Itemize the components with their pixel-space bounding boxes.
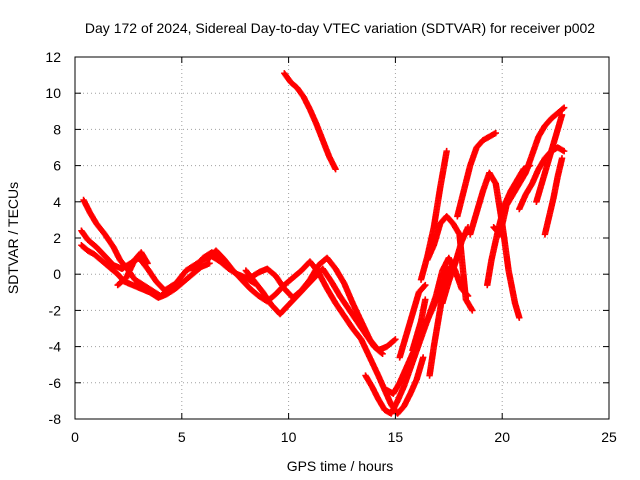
y-tick-label: -4 <box>49 339 62 355</box>
series-arc-4 <box>114 249 151 289</box>
series-arc-21 <box>490 104 568 238</box>
data-point <box>421 282 428 290</box>
y-tick-label: 12 <box>45 49 61 65</box>
x-axis-label: GPS time / hours <box>287 458 394 474</box>
axis-ticks <box>74 56 610 420</box>
y-tick-label: 8 <box>53 121 61 137</box>
data-point <box>469 307 476 314</box>
y-tick-label: -2 <box>49 302 62 318</box>
data-point <box>560 147 568 155</box>
y-tick-label: 2 <box>53 230 61 246</box>
data-point <box>391 337 398 344</box>
series-arc-13 <box>409 296 429 354</box>
chart-title: Day 172 of 2024, Sidereal Day-to-day VTE… <box>85 20 595 36</box>
series-arc-23 <box>533 111 566 205</box>
series-arc-2 <box>78 242 213 301</box>
series-arc-19 <box>466 169 523 321</box>
x-tick-labels: 0 5 10 15 20 25 <box>71 429 617 445</box>
series-arc-14 <box>417 147 450 283</box>
data-point <box>332 166 339 173</box>
series-arc-18 <box>454 129 499 220</box>
data-point <box>443 263 450 271</box>
x-tick-label: 0 <box>71 429 79 445</box>
y-tick-label: 4 <box>53 194 61 210</box>
data-point <box>492 129 499 137</box>
series-arc-12 <box>396 281 429 361</box>
y-tick-label: -8 <box>49 411 62 427</box>
x-tick-label: 5 <box>178 429 186 445</box>
data-point <box>560 104 568 111</box>
data-points <box>78 70 568 417</box>
data-point <box>558 155 566 162</box>
x-tick-label: 10 <box>281 429 297 445</box>
data-point <box>170 281 177 289</box>
y-tick-label: 0 <box>53 266 61 282</box>
y-tick-labels: -8 -6 -4 -2 0 2 4 6 8 10 12 <box>45 49 61 427</box>
data-point <box>559 105 567 112</box>
series-arc-24 <box>541 155 566 238</box>
series-arc-22 <box>516 144 568 213</box>
y-tick-label: 6 <box>53 158 61 174</box>
series-arc-9 <box>281 70 339 173</box>
y-axis-label: SDTVAR / TECUs <box>5 182 21 294</box>
data-point <box>392 336 399 343</box>
data-point <box>558 111 566 119</box>
y-tick-label: 10 <box>45 85 61 101</box>
x-tick-label: 15 <box>388 429 404 445</box>
x-tick-label: 20 <box>494 429 510 445</box>
series-arc-3 <box>78 227 177 294</box>
data-point <box>443 147 450 155</box>
data-point <box>516 314 523 321</box>
y-tick-label: -6 <box>49 375 62 391</box>
data-point <box>419 354 427 361</box>
data-point <box>422 296 429 303</box>
series-arc-8 <box>246 254 399 354</box>
data-point <box>206 260 213 267</box>
data-point <box>144 260 151 267</box>
x-tick-label: 25 <box>601 429 617 445</box>
data-point <box>422 281 429 289</box>
